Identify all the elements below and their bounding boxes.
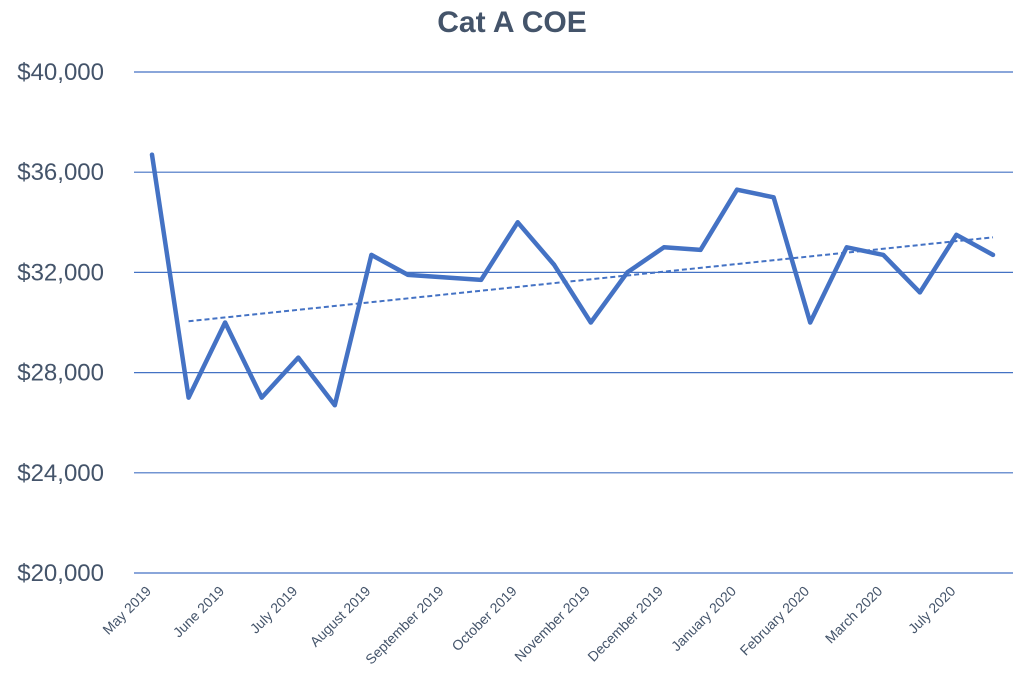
data-point <box>881 252 886 257</box>
data-point <box>369 252 374 257</box>
x-tick-label: September 2019 <box>362 583 447 668</box>
data-point <box>442 275 447 280</box>
series-line <box>149 152 996 408</box>
trendline-group <box>188 236 994 323</box>
x-tick-label: February 2020 <box>737 583 813 659</box>
x-tick-label: March 2020 <box>822 583 886 647</box>
data-point <box>259 395 264 400</box>
x-tick-label: January 2020 <box>668 583 739 654</box>
y-tick-label: $20,000 <box>17 560 104 587</box>
gridlines <box>134 71 1013 574</box>
x-axis-ticks: May 2019 June 2019 July 2019 August 2019Sep… <box>99 583 958 668</box>
data-point <box>479 277 484 282</box>
y-tick-label: $36,000 <box>17 159 104 186</box>
x-tick-label: June 2019 <box>170 583 228 641</box>
data-point <box>844 245 849 250</box>
data-point <box>588 320 593 325</box>
data-point <box>991 252 995 257</box>
x-tick-label: August 2019 <box>307 583 374 650</box>
x-tick-label: November 2019 <box>511 583 593 665</box>
data-point <box>150 152 154 157</box>
data-point <box>515 220 520 225</box>
data-point <box>186 395 191 400</box>
x-tick-label: October 2019 <box>448 583 519 654</box>
data-point <box>661 245 666 250</box>
data-point <box>405 272 410 277</box>
data-point <box>917 290 922 295</box>
y-tick-label: $40,000 <box>17 59 104 86</box>
data-point <box>625 270 630 275</box>
chart-title: Cat A COE <box>437 6 587 39</box>
data-point <box>332 403 337 408</box>
data-point <box>735 187 740 192</box>
x-tick-label: July 2019 <box>247 583 301 637</box>
data-point <box>296 355 301 360</box>
series-group <box>149 152 996 408</box>
y-tick-label: $32,000 <box>17 259 104 286</box>
y-tick-label: $24,000 <box>17 460 104 487</box>
x-tick-label: December 2019 <box>584 583 666 665</box>
y-tick-label: $28,000 <box>17 360 104 387</box>
data-point <box>223 320 228 325</box>
data-point <box>698 247 703 252</box>
data-point <box>954 232 959 237</box>
x-tick-label: May 2019 <box>99 583 154 638</box>
data-point <box>552 262 557 267</box>
data-point <box>808 320 813 325</box>
data-point <box>771 195 776 200</box>
x-tick-label: July 2020 <box>905 583 959 637</box>
y-axis-ticks: $20,000 $24,000 $28,000 $32,000 $36,000 $40,0… <box>17 59 104 587</box>
trendline <box>188 236 994 323</box>
